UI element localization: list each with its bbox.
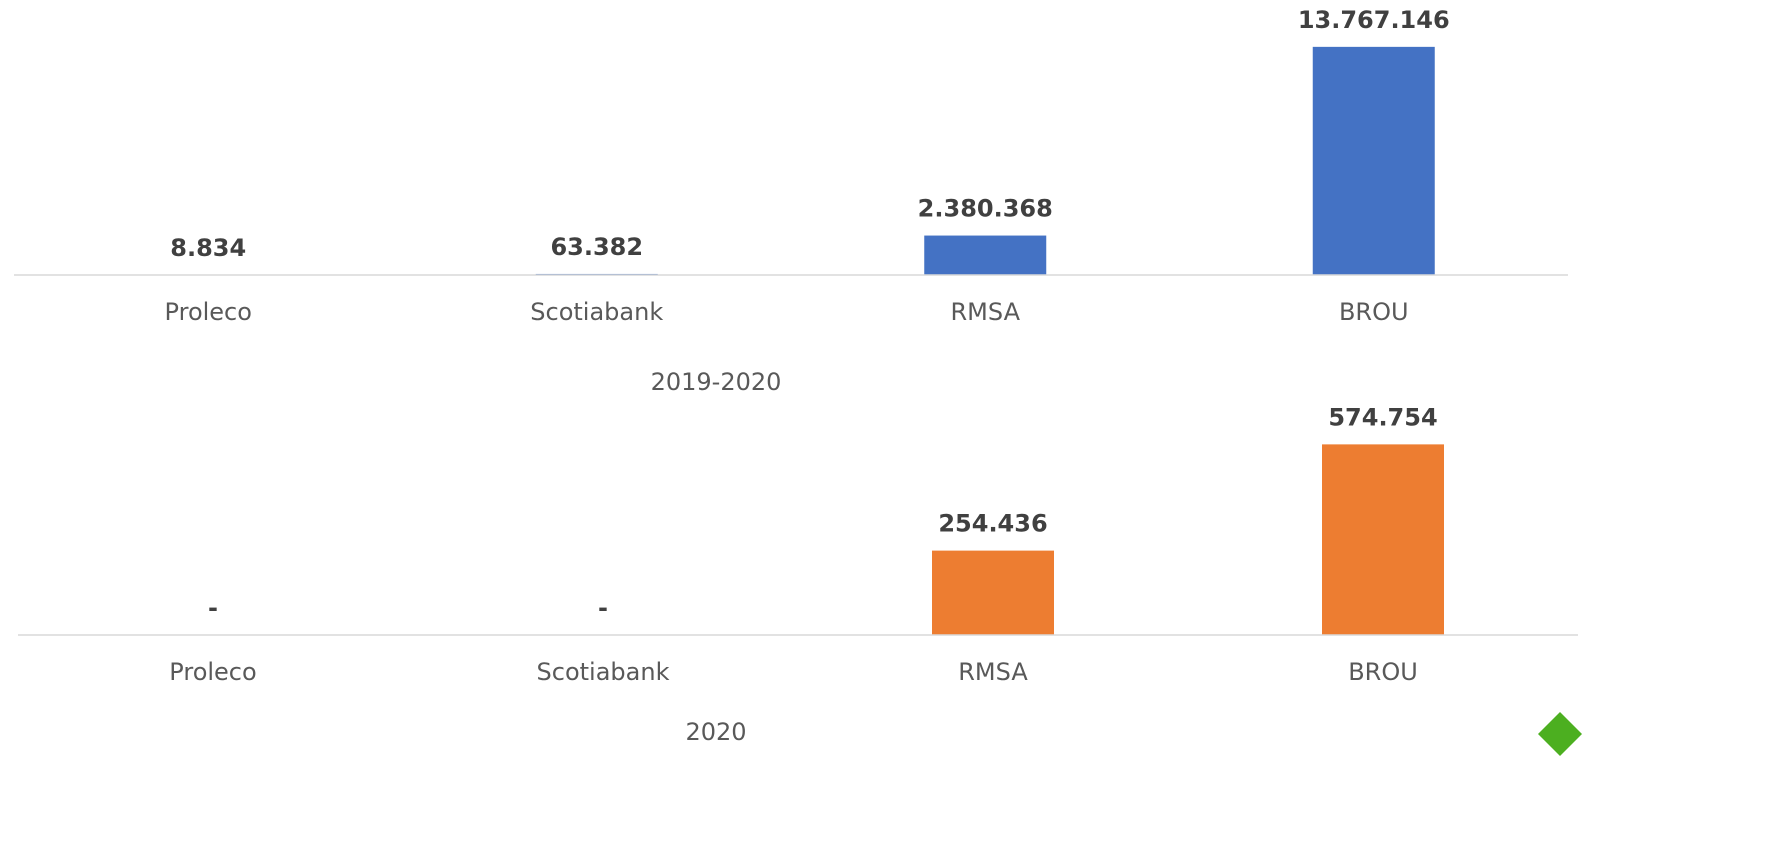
decoration-diamond [1538,712,1582,756]
x-tick-label: Scotiabank [537,658,670,686]
value-label: - [208,594,218,622]
x-tick-label: RMSA [958,658,1028,686]
value-label: - [598,594,608,622]
x-tick-label: Proleco [169,658,256,686]
chart-title: 2020 [685,718,746,746]
chart-title: 2019-2020 [651,368,782,396]
x-tick-label: Scotiabank [530,298,663,326]
x-tick-label: RMSA [951,298,1021,326]
bar [932,550,1054,635]
bar [924,235,1047,275]
value-label: 8.834 [170,234,246,262]
bar [1322,444,1444,635]
value-label: 13.767.146 [1298,6,1450,34]
bar [1312,46,1435,276]
value-label: 63.382 [550,233,643,261]
x-tick-label: BROU [1339,298,1409,326]
x-tick-label: Proleco [165,298,252,326]
value-label: 574.754 [1328,403,1437,431]
x-tick-label: BROU [1348,658,1418,686]
value-label: 2.380.368 [918,195,1053,223]
value-label: 254.436 [938,510,1047,538]
